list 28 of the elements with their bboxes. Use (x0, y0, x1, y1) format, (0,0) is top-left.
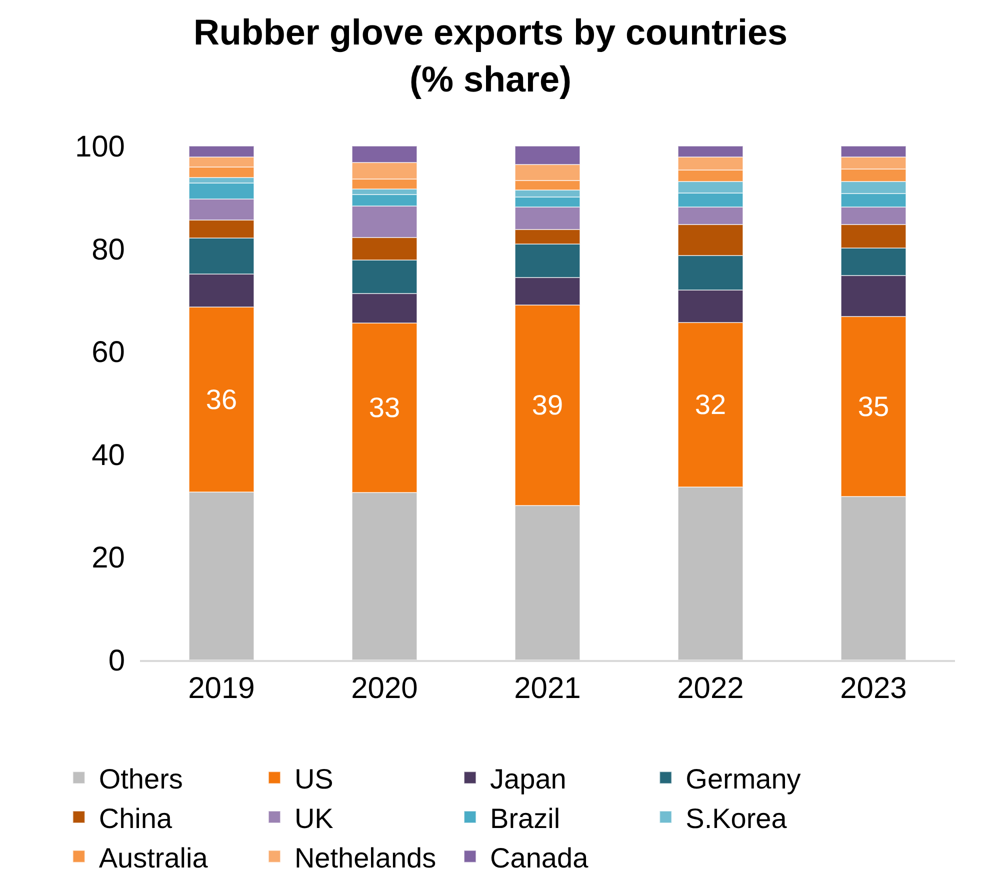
x-tick-label: 2021 (514, 672, 581, 705)
legend-label: UK (294, 802, 334, 834)
y-tick-label: 80 (92, 233, 125, 266)
legend-label: US (294, 764, 334, 795)
data-label: 33 (368, 392, 400, 424)
y-tick-label: 0 (108, 644, 125, 678)
legend-label: Japan (490, 764, 566, 795)
x-tick-label: 2023 (840, 672, 907, 705)
legend-label: Others (98, 764, 183, 795)
data-label: 39 (532, 390, 564, 421)
y-tick-label: 60 (92, 336, 125, 370)
x-tick-label: 2022 (677, 672, 744, 705)
y-tick-label: 40 (92, 438, 125, 472)
data-label: 32 (694, 389, 726, 420)
y-tick-label: 100 (74, 130, 125, 164)
data-label: 35 (858, 391, 890, 422)
legend-label: S.Korea (686, 802, 788, 834)
data-label: 36 (206, 384, 238, 415)
legend-label: Germany (686, 764, 801, 795)
legend-label: Canada (490, 842, 589, 874)
chart-title: Rubber glove exports by countries (% share) (193, 12, 788, 100)
legend-label: Brazil (490, 802, 560, 834)
y-tick-label: 20 (92, 542, 125, 575)
legend-label: China (98, 802, 172, 834)
legend-label: Nethelands (294, 842, 436, 874)
legend-label: Australia (98, 842, 208, 874)
x-tick-label: 2019 (188, 672, 255, 705)
x-tick-label: 2020 (351, 672, 418, 705)
